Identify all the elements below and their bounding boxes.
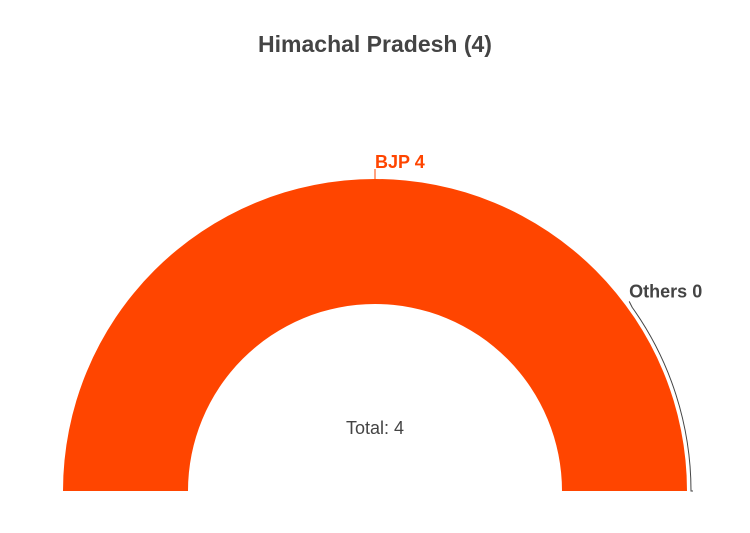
leader-line-others (628, 301, 693, 492)
slice-label-bjp: BJP 4 (375, 152, 425, 172)
slice-label-others: Others 0 (629, 281, 702, 301)
semi-donut-slices (63, 179, 687, 491)
total-label: Total: 4 (346, 418, 404, 438)
slice-bjp[interactable] (63, 179, 687, 491)
slice-labels: BJP 4 Others 0 (374, 152, 702, 492)
chart-title: Himachal Pradesh (4) (258, 31, 492, 57)
